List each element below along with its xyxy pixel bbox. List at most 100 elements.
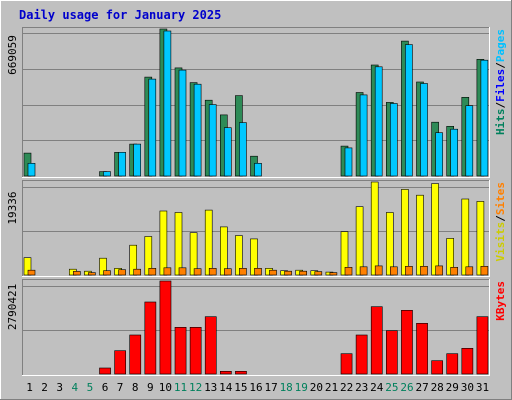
- bar-kbytes-day-24: [370, 306, 383, 375]
- bar-sites-day-4: [73, 271, 81, 276]
- bar-kbytes-day-15: [235, 370, 247, 375]
- bar-sites-day-14: [224, 268, 232, 276]
- bar-sites-day-22: [344, 266, 353, 276]
- panel-1-axis-max-label: 669059: [6, 35, 19, 75]
- x-tick-label-day-30: 30: [461, 381, 474, 394]
- bar-visits-day-15: [235, 235, 243, 276]
- legend-entry-hits: Hits: [494, 109, 507, 136]
- bar-sites-day-29: [450, 266, 459, 276]
- legend-entry-: /: [494, 215, 507, 222]
- bar-kbytes-day-25: [385, 330, 398, 375]
- x-tick-label-day-28: 28: [431, 381, 444, 394]
- bar-files-day-11: [178, 69, 187, 177]
- bar-sites-day-12: [193, 268, 202, 276]
- x-tick-label-day-14: 14: [219, 381, 233, 394]
- bar-files-day-10: [163, 30, 172, 177]
- x-tick-label-day-18: 18: [280, 381, 293, 394]
- legend-entry-sites: Sites: [494, 182, 507, 215]
- panel-2-axis-max-label: 19336: [6, 191, 19, 224]
- bar-sites-day-26: [405, 265, 413, 276]
- bar-visits-day-22: [340, 231, 349, 276]
- bar-visits-day-28: [431, 183, 439, 276]
- bar-sites-day-21: [329, 272, 338, 276]
- x-tick-label-day-17: 17: [264, 381, 277, 394]
- bar-files-day-9: [148, 78, 157, 177]
- bar-sites-day-1: [27, 269, 36, 276]
- bar-sites-day-19: [299, 270, 308, 276]
- bar-kbytes-day-8: [129, 334, 142, 375]
- legend-entry-kbytes: KBytes: [494, 281, 507, 321]
- bar-visits-day-12: [189, 232, 198, 276]
- bar-files-day-29: [450, 128, 459, 177]
- bar-sites-day-15: [239, 267, 247, 276]
- bar-visits-day-8: [129, 244, 137, 276]
- x-tick-label-day-19: 19: [295, 381, 308, 394]
- x-tick-label-day-7: 7: [117, 381, 124, 394]
- bar-files-day-6: [103, 171, 111, 177]
- bar-sites-day-9: [148, 267, 157, 276]
- bar-visits-day-10: [159, 210, 168, 276]
- bar-visits-day-27: [416, 194, 424, 276]
- bar-kbytes-day-7: [114, 350, 126, 375]
- x-tick-label-day-27: 27: [415, 381, 428, 394]
- bar-kbytes-day-28: [431, 360, 443, 375]
- bar-files-day-14: [224, 127, 232, 177]
- bar-sites-day-10: [163, 267, 172, 276]
- x-tick-label-day-20: 20: [310, 381, 323, 394]
- panel-3-axis-max-label: 2790421: [6, 284, 19, 330]
- bar-files-day-1: [27, 163, 36, 177]
- bar-sites-day-7: [118, 269, 126, 276]
- bar-sites-day-5: [88, 272, 96, 276]
- x-tick-label-day-11: 11: [174, 381, 187, 394]
- panel-3-legend: KBytes: [494, 281, 507, 321]
- bar-kbytes-day-14: [220, 370, 232, 375]
- bar-visits-day-31: [476, 201, 485, 276]
- bar-files-day-7: [118, 152, 126, 177]
- x-tick-label-day-31: 31: [476, 381, 489, 394]
- x-tick-label-day-22: 22: [340, 381, 353, 394]
- bar-kbytes-day-13: [204, 316, 217, 375]
- x-tick-label-day-13: 13: [204, 381, 217, 394]
- bar-sites-day-24: [374, 265, 383, 276]
- x-tick-label-day-25: 25: [385, 381, 398, 394]
- x-tick-label-day-9: 9: [147, 381, 154, 394]
- chart-panel-3: 2790421 KBytes: [6, 279, 507, 376]
- x-tick-label-day-15: 15: [234, 381, 247, 394]
- bar-kbytes-day-9: [144, 301, 157, 375]
- bar-sites-day-13: [208, 267, 217, 276]
- bar-kbytes-day-23: [355, 334, 368, 375]
- bar-files-day-23: [359, 94, 368, 177]
- bar-sites-day-11: [178, 267, 187, 276]
- bar-kbytes-day-26: [401, 309, 413, 375]
- legend-entry-visits: Visits: [494, 222, 507, 262]
- x-tick-label-day-29: 29: [446, 381, 459, 394]
- x-tick-label-day-10: 10: [159, 381, 172, 394]
- bar-visits-day-16: [250, 238, 258, 276]
- bar-files-day-30: [465, 105, 474, 177]
- bar-files-day-24: [374, 66, 383, 177]
- bar-files-day-8: [133, 143, 141, 177]
- x-tick-label-day-1: 1: [26, 381, 33, 394]
- bar-files-day-16: [254, 163, 262, 177]
- x-tick-label-day-5: 5: [87, 381, 94, 394]
- bar-visits-day-1: [23, 257, 32, 276]
- bar-visits-day-23: [355, 206, 364, 276]
- bar-sites-day-28: [435, 265, 443, 276]
- bar-sites-day-18: [284, 270, 292, 276]
- bar-visits-day-24: [370, 181, 379, 276]
- bar-visits-day-30: [461, 198, 470, 276]
- legend-entry-files: Files: [494, 69, 507, 102]
- bar-sites-day-23: [359, 266, 368, 276]
- chart-panel-2: 19336 Visits/Sites: [6, 180, 507, 277]
- bar-kbytes-day-11: [174, 326, 187, 375]
- bar-files-day-26: [405, 44, 413, 177]
- bar-kbytes-day-31: [476, 316, 489, 375]
- bar-kbytes-day-29: [446, 353, 459, 375]
- legend-entry-: /: [494, 102, 507, 109]
- x-tick-label-day-21: 21: [325, 381, 338, 394]
- bar-kbytes-day-6: [99, 367, 111, 375]
- x-tick-label-day-2: 2: [41, 381, 48, 394]
- bar-files-day-13: [208, 104, 217, 177]
